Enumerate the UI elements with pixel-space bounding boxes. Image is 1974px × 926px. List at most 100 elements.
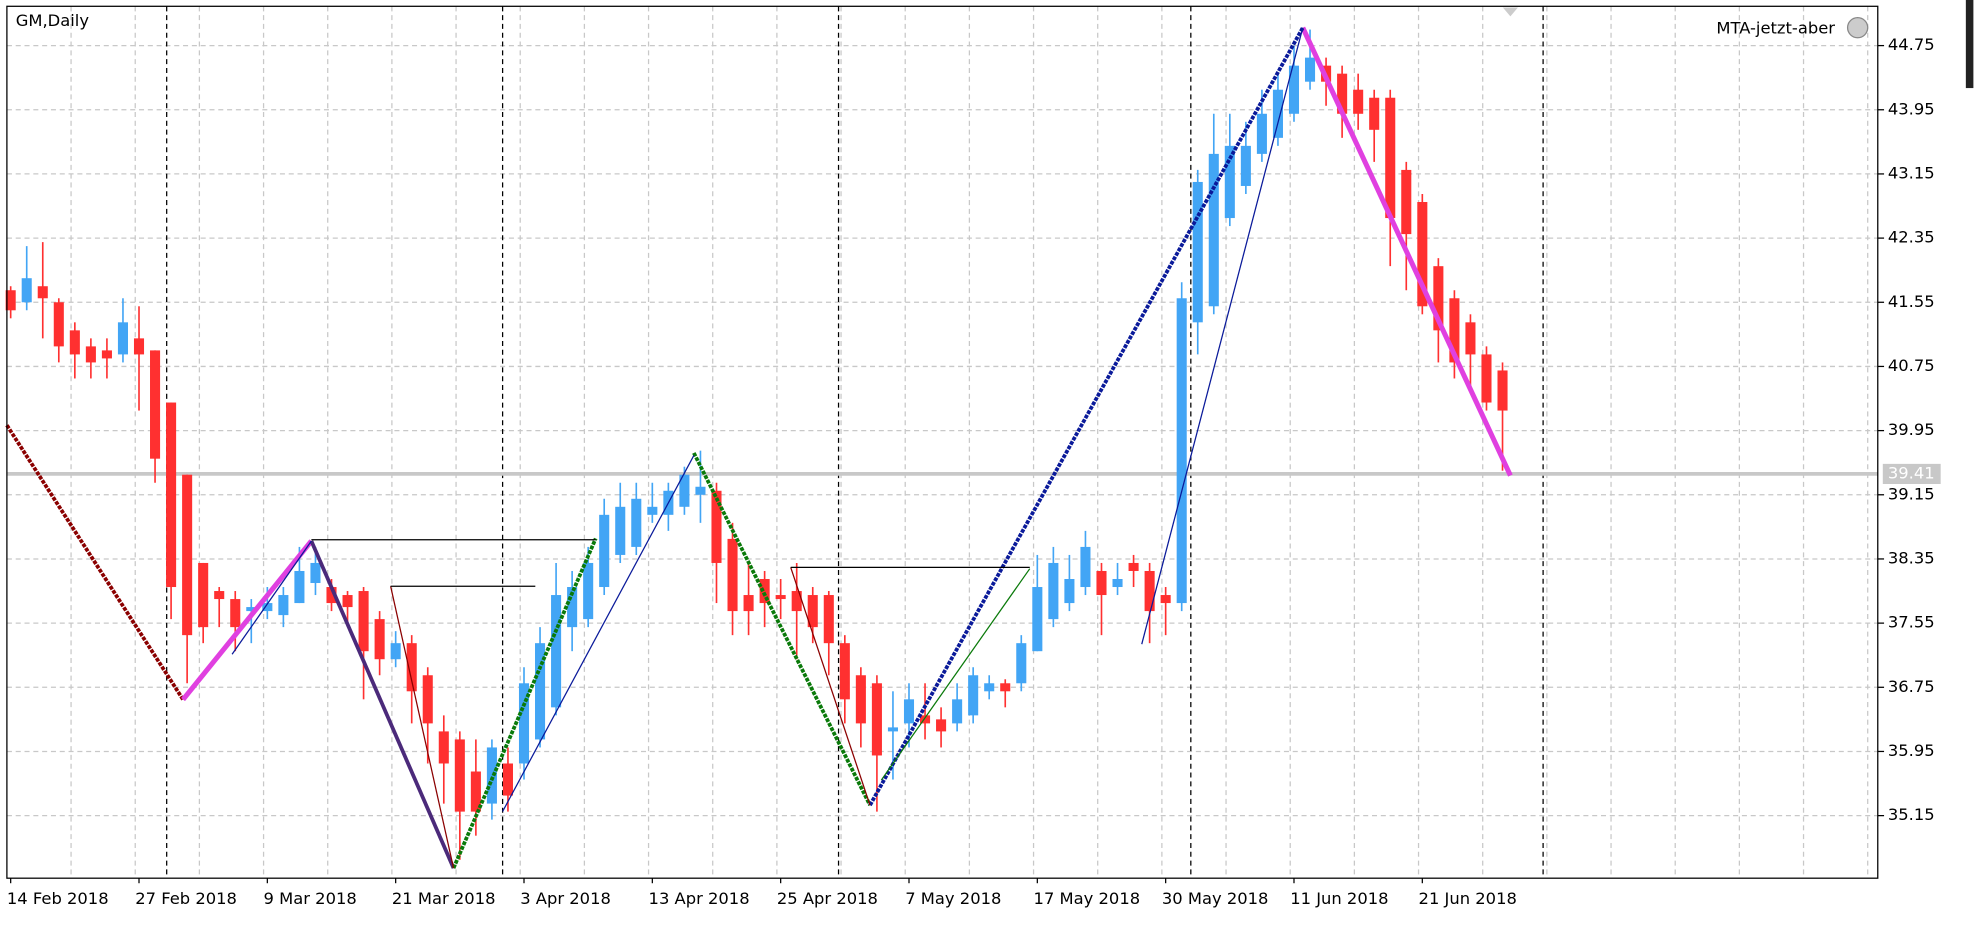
trend-line xyxy=(880,568,1031,781)
candle-body xyxy=(1096,570,1107,596)
zigzag-line xyxy=(181,539,314,702)
y-tick-label: 36.75 xyxy=(1888,677,1935,696)
candle-body xyxy=(1128,562,1139,571)
candle-body xyxy=(294,570,305,604)
candle-body xyxy=(1208,153,1219,307)
candle-body xyxy=(968,675,979,716)
indicator-label: MTA-jetzt-aber xyxy=(1716,18,1835,37)
candle-body xyxy=(743,595,754,612)
candle-body xyxy=(1417,202,1428,307)
candle-body xyxy=(1048,562,1059,620)
candle-body xyxy=(583,562,594,620)
candle-body xyxy=(1016,643,1027,684)
candle-body xyxy=(37,286,48,299)
shift-marker xyxy=(1502,7,1518,17)
candle-body xyxy=(1449,298,1460,363)
y-tick-label: 37.55 xyxy=(1888,613,1935,632)
x-tick-label: 27 Feb 2018 xyxy=(135,889,237,908)
candle-body xyxy=(150,350,161,459)
candle-body xyxy=(1032,587,1043,652)
candle-body xyxy=(775,595,786,600)
candle-body xyxy=(903,699,915,724)
candle-body xyxy=(502,763,513,796)
candle-body xyxy=(759,579,770,604)
candle-body xyxy=(647,506,658,515)
candle-body xyxy=(1304,57,1316,82)
candle-body xyxy=(1112,579,1123,588)
y-tick-label: 43.15 xyxy=(1888,163,1935,182)
candle-body xyxy=(166,402,177,588)
candle-body xyxy=(1192,181,1203,323)
candle-body xyxy=(1160,595,1171,604)
candle-body xyxy=(855,675,866,724)
candle-body xyxy=(133,338,145,355)
candle-body xyxy=(5,290,16,311)
candle-body xyxy=(551,595,562,708)
x-tick-label: 9 Mar 2018 xyxy=(264,889,357,908)
candle-body xyxy=(1256,113,1267,154)
candle-body xyxy=(374,619,385,660)
y-tick-label: 43.95 xyxy=(1888,99,1935,118)
candle-body xyxy=(599,514,610,588)
candle-body xyxy=(1288,65,1300,114)
candle-body xyxy=(101,350,112,359)
candle-body xyxy=(422,675,433,724)
y-tick-label: 41.55 xyxy=(1888,292,1935,311)
candle-body xyxy=(1497,370,1508,411)
candle-body xyxy=(920,715,931,724)
candle-body xyxy=(1337,73,1348,114)
candle-body xyxy=(390,643,401,660)
candle-body xyxy=(871,683,882,756)
x-tick-label: 7 May 2018 xyxy=(905,889,1001,908)
zigzag-line xyxy=(451,537,598,869)
trend-line xyxy=(1141,27,1304,645)
candle-body xyxy=(839,643,850,700)
candle-body xyxy=(518,683,530,764)
x-tick-label: 25 Apr 2018 xyxy=(777,889,878,908)
candle-body xyxy=(887,727,898,732)
candle-body xyxy=(1064,579,1075,604)
y-tick-label: 35.15 xyxy=(1888,805,1935,824)
trend-line xyxy=(502,455,695,812)
last-price-label: 39.41 xyxy=(1888,463,1935,482)
candle-body xyxy=(358,591,369,652)
candle-body xyxy=(198,562,209,628)
zigzag-line xyxy=(5,424,185,701)
candle-body xyxy=(278,595,289,616)
x-tick-label: 11 Jun 2018 xyxy=(1290,889,1388,908)
candle-body xyxy=(1481,354,1492,403)
candle-body xyxy=(310,562,321,584)
candle-body xyxy=(454,739,465,812)
candle-body xyxy=(1401,169,1412,235)
candle-body xyxy=(470,771,481,812)
candle-body xyxy=(53,302,64,347)
candle-body xyxy=(535,643,546,740)
y-tick-label: 38.35 xyxy=(1888,548,1935,567)
trend-line xyxy=(231,540,312,655)
x-tick-label: 17 May 2018 xyxy=(1034,889,1141,908)
zigzag-line xyxy=(868,26,1305,807)
candle-body xyxy=(711,490,722,563)
x-tick-label: 21 Jun 2018 xyxy=(1419,889,1517,908)
indicator-icon xyxy=(1846,16,1869,39)
plot-frame xyxy=(6,5,1879,879)
candle-body xyxy=(1433,266,1444,331)
candle-body xyxy=(326,587,337,604)
x-tick-label: 3 Apr 2018 xyxy=(520,889,611,908)
candle-body xyxy=(679,474,690,507)
candle-body xyxy=(230,599,241,628)
candle-body xyxy=(567,587,578,628)
x-tick-label: 21 Mar 2018 xyxy=(392,889,496,908)
candle-body xyxy=(21,278,32,303)
zigzag-line xyxy=(692,452,872,807)
candle-body xyxy=(1176,298,1187,604)
candle-body xyxy=(342,595,353,608)
y-tick-label: 44.75 xyxy=(1888,35,1935,54)
trend-line xyxy=(390,586,455,869)
candle-body xyxy=(246,607,257,612)
candle-body xyxy=(1224,145,1235,219)
trend-line xyxy=(790,567,871,806)
candle-body xyxy=(823,595,834,644)
y-tick-label: 40.75 xyxy=(1888,356,1935,375)
